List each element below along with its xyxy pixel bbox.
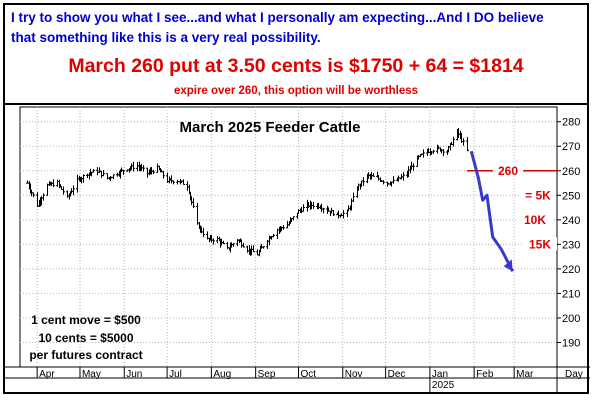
- loss-label-5k-bg: [521, 188, 555, 202]
- x-tick-label: Apr: [39, 369, 55, 380]
- option-price-headline: March 260 put at 3.50 cents is $1750 + 6…: [68, 55, 524, 77]
- y-tick-label: 210: [562, 288, 580, 300]
- x-tick-label: Mar: [516, 369, 534, 380]
- y-tick-label: 200: [562, 313, 580, 325]
- chart-title: March 2025 Feeder Cattle: [180, 119, 361, 136]
- y-tick-label: 280: [562, 117, 580, 129]
- projection-line: [469, 150, 515, 272]
- x-year-label: 2025: [432, 380, 455, 391]
- y-tick-label: 220: [562, 264, 580, 276]
- x-tick-label: Jul: [169, 369, 182, 380]
- y-tick-label: 260: [562, 166, 580, 178]
- header-banner: I try to show you what I see...and what …: [5, 5, 587, 105]
- y-tick-label: 250: [562, 190, 580, 202]
- x-tick-label: Sep: [258, 369, 276, 380]
- chart-frame: I try to show you what I see...and what …: [3, 3, 589, 394]
- contract-note-3: per futures contract: [29, 348, 142, 362]
- y-tick-label: 190: [562, 337, 580, 349]
- loss-label-5k: = 5K: [525, 188, 551, 202]
- x-tick-label: Jan: [432, 369, 448, 380]
- x-tick-label: Dec: [388, 369, 406, 380]
- y-tick-label: 240: [562, 215, 580, 227]
- contract-note-1: 1 cent move = $500: [31, 313, 141, 327]
- loss-label-10k-bg: [518, 212, 552, 226]
- header-commentary: I try to show you what I see...and what …: [11, 10, 544, 45]
- expiry-note: expire over 260, this option will be wor…: [173, 85, 419, 97]
- projection-arrowhead: [503, 259, 513, 272]
- x-tick-label: Feb: [476, 369, 494, 380]
- x-tick-label: Day: [565, 369, 583, 380]
- x-tick-label: Oct: [300, 369, 316, 380]
- y-tick-label: 230: [562, 239, 580, 251]
- x-tick-label: Nov: [345, 369, 363, 380]
- x-tick-label: May: [82, 369, 101, 380]
- y-tick-label: 270: [562, 141, 580, 153]
- contract-note-2: 10 cents = $5000: [38, 331, 133, 345]
- strike-label-260: 260: [498, 164, 518, 178]
- loss-label-15k: 15K: [529, 237, 551, 251]
- loss-label-10k: 10K: [524, 213, 546, 227]
- x-tick-label: Jun: [126, 369, 142, 380]
- loss-label-15k-bg: [523, 237, 557, 251]
- x-tick-label: Aug: [213, 369, 231, 380]
- strike-label-260-bg: [493, 163, 523, 177]
- ohlc-bar-series: [26, 128, 469, 257]
